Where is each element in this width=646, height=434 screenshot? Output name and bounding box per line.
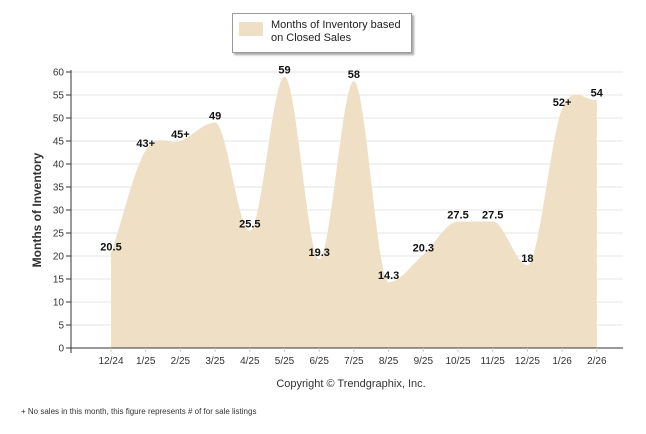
data-label-8/25: 14.3 xyxy=(378,270,399,282)
axes xyxy=(66,70,623,353)
data-label-1/25: 43+ xyxy=(136,138,155,150)
data-label-12/24: 20.5 xyxy=(100,242,121,254)
y-tick-label-55: 55 xyxy=(53,91,65,102)
data-label-1/26: 52+ xyxy=(553,97,572,109)
x-tick-label-8/25: 8/25 xyxy=(379,356,399,367)
y-tick-label-35: 35 xyxy=(53,183,65,194)
x-tick-label-2/26: 2/26 xyxy=(587,356,607,367)
y-tick-label-60: 60 xyxy=(53,68,65,79)
y-tick-label-0: 0 xyxy=(58,344,64,355)
data-labels: 20.5 43+ 45+ 49 25.5 59 19.3 58 14.3 20.3 27.5 27.5… xyxy=(100,65,604,283)
y-tick-label-45: 45 xyxy=(53,137,65,148)
y-tick-labels: 0 5 10 15 20 25 30 35 40 45 50 55 60 xyxy=(53,68,65,355)
y-tick-label-10: 10 xyxy=(53,298,65,309)
series-area xyxy=(111,76,597,348)
data-label-11/25: 27.5 xyxy=(482,210,503,222)
data-label-4/25: 25.5 xyxy=(239,219,260,231)
x-tick-label-1/26: 1/26 xyxy=(552,356,572,367)
x-tick-label-11/25: 11/25 xyxy=(481,356,506,367)
x-tick-label-2/25: 2/25 xyxy=(171,356,191,367)
data-label-7/25: 58 xyxy=(348,69,360,81)
data-label-2/26: 54 xyxy=(591,88,604,100)
x-tick-label-5/25: 5/25 xyxy=(275,356,295,367)
data-label-2/25: 45+ xyxy=(171,129,190,141)
data-label-12/25: 18 xyxy=(521,253,533,265)
legend-swatch xyxy=(239,22,263,36)
y-axis-title: Months of Inventory xyxy=(30,152,44,267)
data-label-5/25: 59 xyxy=(278,65,290,77)
legend: Months of Inventory based on Closed Sale… xyxy=(232,13,412,53)
x-tick-label-12/24: 12/24 xyxy=(98,356,123,367)
y-tick-label-50: 50 xyxy=(53,114,65,125)
x-tick-label-7/25: 7/25 xyxy=(344,356,364,367)
x-tick-labels: 12/24 1/25 2/25 3/25 4/25 5/25 6/25 7/25 8/25 9/2… xyxy=(98,356,606,367)
y-tick-label-25: 25 xyxy=(53,229,65,240)
data-label-3/25: 49 xyxy=(209,111,221,123)
y-tick-label-15: 15 xyxy=(53,275,65,286)
x-tick-label-6/25: 6/25 xyxy=(309,356,329,367)
footnote: + No sales in this month, this figure re… xyxy=(21,407,257,416)
legend-label: Months of Inventory based on Closed Sale… xyxy=(271,19,401,44)
data-label-6/25: 19.3 xyxy=(308,247,329,259)
x-tick-label-3/25: 3/25 xyxy=(205,356,225,367)
x-tick-label-1/25: 1/25 xyxy=(136,356,156,367)
y-tick-label-20: 20 xyxy=(53,252,65,263)
data-label-9/25: 20.3 xyxy=(413,243,434,255)
x-tick-label-4/25: 4/25 xyxy=(240,356,260,367)
x-tick-label-10/25: 10/25 xyxy=(445,356,470,367)
copyright-text: Copyright © Trendgraphix, Inc. xyxy=(276,378,425,390)
y-tick-label-30: 30 xyxy=(53,206,65,217)
data-label-10/25: 27.5 xyxy=(447,210,468,222)
x-tick-label-12/25: 12/25 xyxy=(515,356,540,367)
y-tick-label-5: 5 xyxy=(58,321,64,332)
y-tick-label-40: 40 xyxy=(53,160,65,171)
x-tick-label-9/25: 9/25 xyxy=(414,356,434,367)
